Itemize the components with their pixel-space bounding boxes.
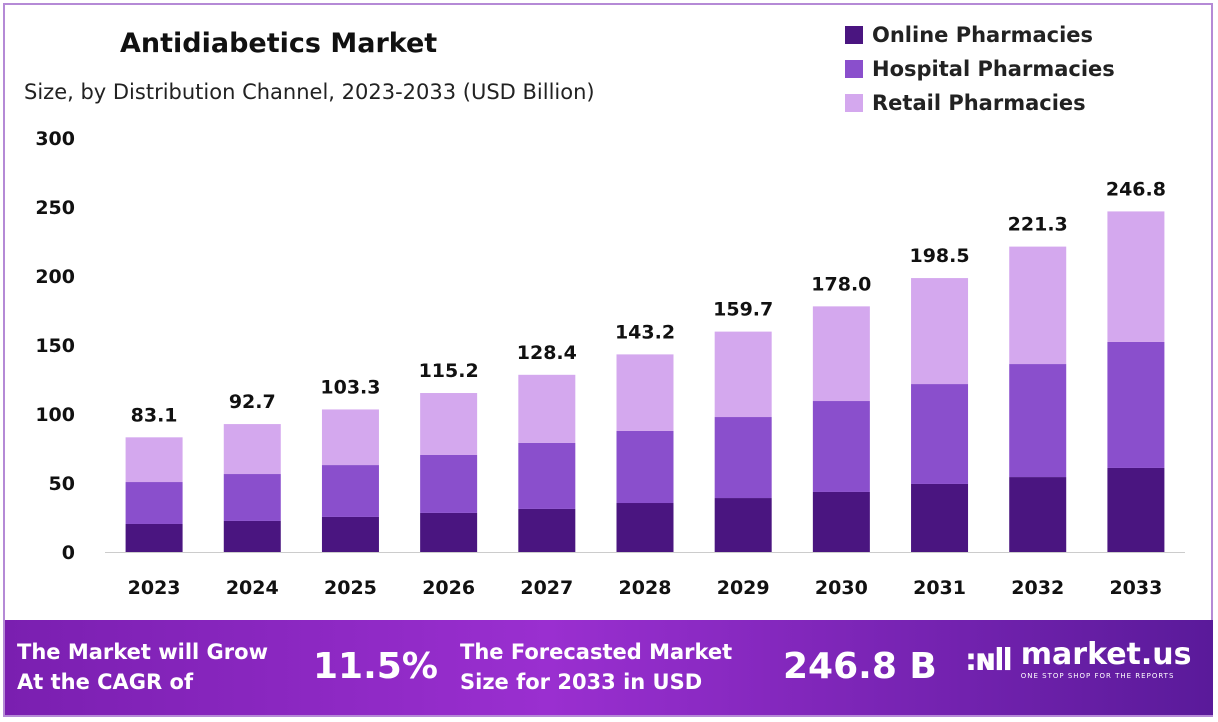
bar-segment-retail-pharmacies [616, 354, 674, 431]
legend-swatch [845, 26, 863, 44]
bar-segment-retail-pharmacies [420, 393, 478, 455]
legend-item-online: Online Pharmacies [845, 18, 1115, 52]
logo-icon: :ɴll [965, 642, 1013, 678]
legend-label: Retail Pharmacies [872, 91, 1086, 115]
total-data-label: 159.7 [713, 299, 773, 321]
chart-frame [3, 3, 1213, 717]
bar-segment-retail-pharmacies [812, 306, 870, 402]
x-tick-label: 2026 [422, 577, 475, 599]
chart-title: Antidiabetics Market [120, 28, 438, 59]
chart-subtitle: Size, by Distribution Channel, 2023-2033… [24, 80, 595, 104]
forecast-label-line: The Forecasted Market [460, 640, 733, 664]
total-data-label: 103.3 [320, 376, 380, 398]
x-tick-label: 2023 [128, 577, 181, 599]
bar-segment-online-pharmacies [714, 498, 772, 552]
bar-segment-retail-pharmacies [223, 424, 281, 475]
total-data-label: 128.4 [517, 342, 577, 364]
y-tick-label: 150 [35, 335, 75, 357]
x-tick-label: 2031 [913, 577, 966, 599]
bar-segment-online-pharmacies [223, 520, 281, 552]
brand-name: market.us [1020, 637, 1192, 672]
bar-segment-online-pharmacies [518, 508, 576, 552]
bar-segment-online-pharmacies [420, 512, 478, 552]
legend-item-hospital: Hospital Pharmacies [845, 52, 1115, 86]
cagr-label: The Market will Grow At the CAGR of [17, 637, 268, 697]
legend-swatch [845, 94, 863, 112]
bar-segment-retail-pharmacies [1107, 211, 1165, 342]
total-data-label: 143.2 [615, 321, 675, 343]
x-tick-label: 2025 [324, 577, 377, 599]
total-data-label: 198.5 [909, 245, 969, 267]
bar-segment-online-pharmacies [1107, 467, 1165, 552]
legend-label: Online Pharmacies [872, 23, 1094, 47]
brand-tagline: ONE STOP SHOP FOR THE REPORTS [1020, 672, 1175, 680]
bar-segment-retail-pharmacies [714, 331, 772, 418]
legend: Online Pharmacies Hospital Pharmacies Re… [845, 18, 1115, 120]
legend-label: Hospital Pharmacies [872, 57, 1115, 81]
x-tick-label: 2033 [1109, 577, 1162, 599]
total-data-label: 221.3 [1008, 214, 1068, 236]
bar-segment-hospital-pharmacies [911, 384, 969, 484]
bar-segment-hospital-pharmacies [812, 401, 870, 492]
bar-segment-hospital-pharmacies [518, 442, 576, 509]
x-tick-label: 2029 [717, 577, 770, 599]
x-tick-label: 2024 [226, 577, 279, 599]
x-tick-label: 2030 [815, 577, 868, 599]
bar-segment-online-pharmacies [1009, 477, 1067, 552]
total-data-label: 92.7 [229, 391, 276, 413]
bar-segment-hospital-pharmacies [321, 465, 379, 517]
legend-swatch [845, 60, 863, 78]
legend-item-retail: Retail Pharmacies [845, 86, 1115, 120]
bar-segment-hospital-pharmacies [1009, 364, 1067, 478]
brand-logo: :ɴll market.us ONE STOP SHOP FOR THE REP… [965, 637, 1192, 681]
x-tick-label: 2028 [619, 577, 672, 599]
x-tick-label: 2027 [520, 577, 573, 599]
y-tick-label: 200 [35, 266, 75, 288]
bar-segment-retail-pharmacies [518, 374, 576, 443]
y-tick-label: 0 [62, 542, 75, 564]
cagr-label-line: The Market will Grow [17, 640, 268, 664]
cagr-label-line: At the CAGR of [17, 670, 194, 694]
total-data-label: 83.1 [131, 404, 178, 426]
x-tick-label: 2032 [1011, 577, 1064, 599]
bar-segment-retail-pharmacies [1009, 246, 1067, 365]
total-data-label: 115.2 [419, 360, 479, 382]
bar-segment-online-pharmacies [812, 491, 870, 552]
bar-segment-retail-pharmacies [321, 409, 379, 466]
forecast-label-line: Size for 2033 in USD [460, 670, 703, 694]
bar-segment-retail-pharmacies [911, 278, 969, 385]
y-tick-label: 250 [35, 197, 75, 219]
chart-plot: 0 50 100 150 200 250 300 83.1 2023 92.7 2024 103.3 2… [35, 128, 1185, 599]
y-tick-label: 300 [35, 128, 75, 150]
bar-segment-online-pharmacies [616, 503, 674, 552]
forecast-label: The Forecasted Market Size for 2033 in U… [460, 637, 732, 697]
bar-segment-retail-pharmacies [125, 437, 183, 483]
total-data-label: 246.8 [1106, 178, 1166, 200]
bar-segment-hospital-pharmacies [1107, 341, 1165, 468]
bar-segment-hospital-pharmacies [125, 482, 183, 524]
bar-segment-online-pharmacies [911, 483, 969, 552]
bar-segment-hospital-pharmacies [420, 454, 478, 513]
footer-banner: The Market will Grow At the CAGR of 11.5… [5, 620, 1213, 715]
forecast-value: 246.8 B [783, 646, 937, 687]
bar-segment-hospital-pharmacies [223, 474, 281, 521]
bar-segment-hospital-pharmacies [616, 430, 674, 504]
total-data-label: 178.0 [811, 273, 871, 295]
bar-segment-online-pharmacies [125, 523, 183, 552]
bar-segment-hospital-pharmacies [714, 417, 772, 499]
y-tick-label: 50 [49, 473, 75, 495]
bar-segment-online-pharmacies [321, 516, 379, 552]
y-tick-label: 100 [35, 404, 75, 426]
cagr-value: 11.5% [313, 646, 438, 687]
